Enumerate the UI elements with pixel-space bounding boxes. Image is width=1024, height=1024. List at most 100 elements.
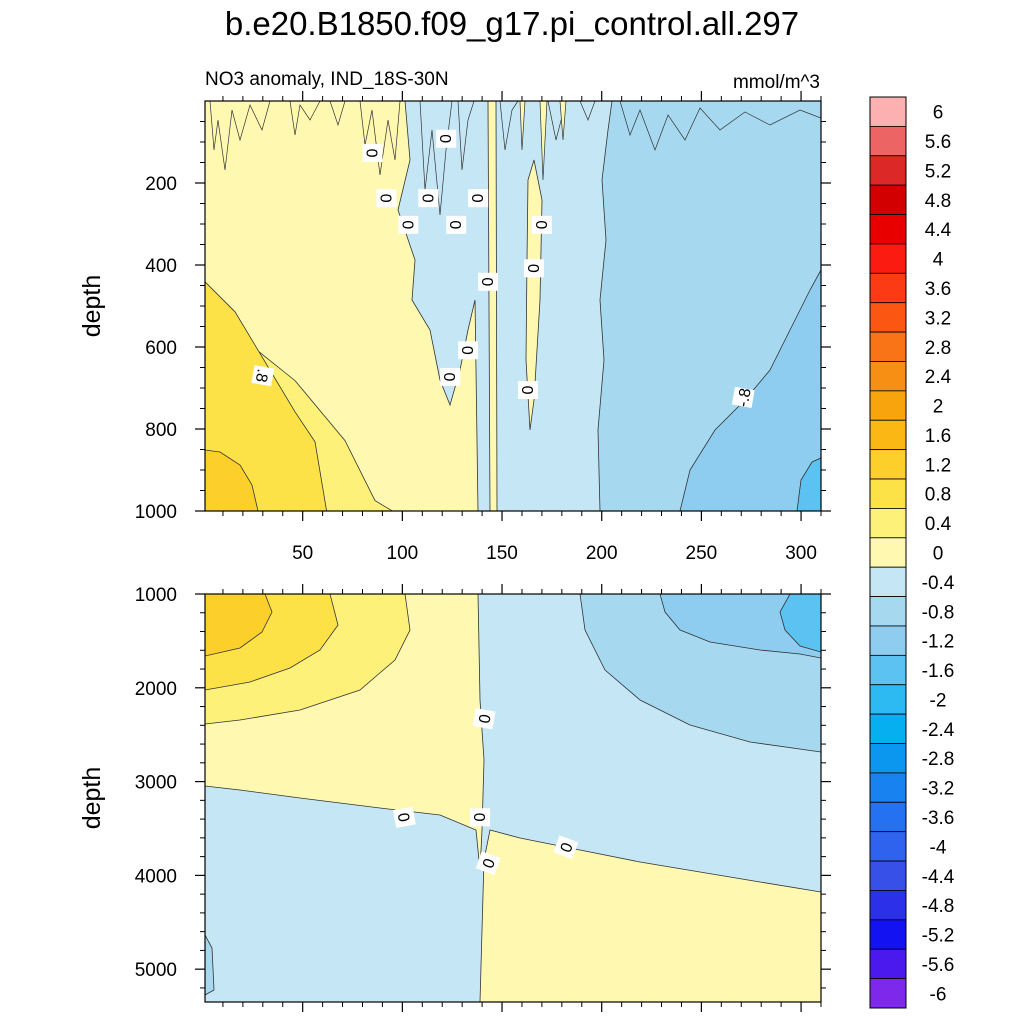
colorbar-swatch [869,801,907,833]
colorbar-label: 2.4 [925,367,952,388]
contour-label: 0 [418,189,439,208]
colorbar-swatch [869,361,907,392]
top-fill-12-16 [205,449,259,511]
colorbar-swatch [869,449,907,480]
upper-panel: 50 100 150 200 250 300 200 400 600 800 1000 depth… [78,91,831,564]
top-y-tick-label: 400 [145,256,177,277]
contour-label-text: 0 [440,372,457,381]
colorbar-label: 3.6 [925,279,951,300]
contour-label-text: 0 [470,813,487,822]
colorbar-swatch [869,125,907,157]
contour-label-bg [251,365,275,387]
contour-label-bg [523,259,544,278]
top-surface-noise [209,101,821,216]
bot-y-tick-label: 3000 [135,773,177,794]
upper-contour-labels: 0 0 0 0 0 0 0 0 0 0 0 0 0 .8 -.8 [251,129,755,409]
contour-label: 0 [472,708,496,730]
colorbar-label: -0.4 [922,573,955,594]
colorbar-swatch [869,96,907,127]
colorbar-label: -5.2 [922,926,955,947]
lower-ticks [195,584,831,1012]
colorbar-swatch [869,184,907,215]
colorbar-label: -4.4 [922,867,955,888]
contour-label: 0 [376,189,397,208]
contour-label-text: 0 [532,220,549,229]
colorbar-label: -3.6 [922,808,955,829]
chart-subtitle: NO3 anomaly, IND_18S-30N [205,69,449,90]
contour-label: .8 [251,365,275,387]
lower-plot-frame [204,593,822,1003]
lower-panel: 1000 2000 3000 4000 5000 depth 0 0 0 0 0 [78,584,831,1012]
top-fill-neg16 [796,457,821,511]
colorbar-swatch [869,390,907,421]
colorbar-swatch [869,537,907,568]
contour-label-bg [418,189,439,208]
bot-fill-neg-patch [205,934,215,996]
contour-label: 0 [362,144,383,163]
contour-label-text: 0 [446,220,463,229]
colorbar-swatch [869,743,907,774]
bot-y-tick-label: 4000 [135,866,177,887]
colorbar-swatch [869,566,907,597]
contour-label-text: 0 [524,264,541,273]
top-y-tick-label: 600 [145,338,177,359]
colorbar-label: -2 [930,690,947,711]
contour-label-bg [470,808,491,827]
colorbar-swatch [869,155,907,186]
contour-label-text: 0 [458,346,475,355]
contour-label-bg [436,129,457,148]
colorbar-label: 5.6 [925,132,951,153]
contour-label: 0 [440,367,461,386]
chart-title: b.e20.B1850.f09_g17.pi_control.all.297 [225,5,799,42]
contour-label-bg [362,144,383,163]
colorbar-label: 4.8 [925,191,951,212]
contour-label-bg [475,851,501,876]
top-y-tick-label: 1000 [135,502,177,523]
contour-label-bg [731,386,755,409]
colorbar-swatch [869,419,907,451]
colorbar-swatch [869,684,907,715]
bot-y-tick-label: 2000 [135,679,177,700]
colorbar-swatch [869,214,907,245]
colorbar-swatch [869,772,907,803]
top-x-tick-label: 300 [785,543,817,564]
contour-label-bg [392,806,416,828]
contour-label-bg [440,367,461,386]
lower-y-axis-label: depth [78,767,106,830]
colorbar-swatch [869,596,907,627]
contour-label-bg [553,835,579,860]
colorbar-frame [869,96,907,1009]
contour-label: 0 [470,808,491,827]
contour-label-text: 0 [478,277,495,286]
contour-label: 0 [531,215,552,234]
top-x-tick-label: 150 [486,543,518,564]
colorbar-swatch [869,860,907,891]
lower-contour-fill [205,594,821,1002]
colorbar-swatch [869,978,907,1009]
contour-label-bg [468,189,489,208]
colorbar-label: -4.8 [922,896,955,917]
contour-label-text: 0 [476,713,494,725]
colorbar-label: 1.2 [925,455,951,476]
top-fill-08-12 [205,281,328,511]
bot-fill-0-04-lower [479,829,821,1002]
colorbar-label: -3.2 [922,779,955,800]
colorbar-label: 0.8 [925,485,951,506]
colorbar-swatch [869,831,907,862]
top-x-tick-label: 250 [686,543,718,564]
contour-label: 0 [446,215,467,234]
upper-ticks [195,91,831,521]
colorbar-swatch [869,302,907,333]
upper-x-tick-labels: 50 100 150 200 250 300 [292,543,817,564]
bot-fill-12-16 [205,594,273,657]
contour-label-text: -.8 [735,387,755,408]
contour-label-bg [446,215,467,234]
contour-label: 0 [392,806,416,828]
contour-label: 0 [478,272,499,291]
contour-label: 0 [436,129,457,148]
contour-label-text: 0 [362,149,379,158]
colorbar-label: 3.2 [925,308,951,329]
colorbar-swatch [869,508,907,539]
